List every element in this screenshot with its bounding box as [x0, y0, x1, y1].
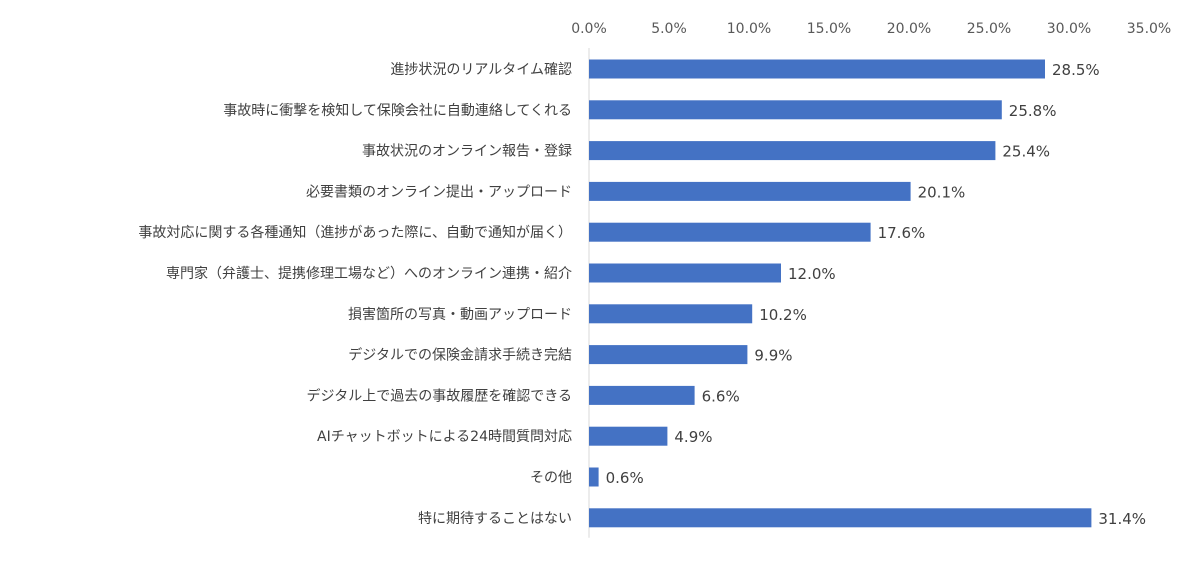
x-axis-ticks: 0.0% 5.0% 10.0% 15.0% 20.0% 25.0% 30.0% 35.0% [571, 21, 1171, 37]
category-label: 特に期待することはない [418, 511, 572, 527]
category-label: 専門家（弁護士、提携修理工場など）へのオンライン連携・紹介 [166, 265, 572, 282]
x-tick-label: 20.0% [887, 21, 931, 37]
bar [589, 304, 753, 324]
data-label: 12.0% [788, 265, 836, 283]
data-label: 9.9% [754, 347, 792, 365]
data-label: 17.6% [878, 224, 926, 242]
category-label: 損害箇所の写真・動画アップロード [348, 306, 572, 323]
data-label: 10.2% [759, 306, 807, 324]
category-label: 事故時に衝撃を検知して保険会社に自動連絡してくれる [223, 102, 572, 119]
category-label: 必要書類のオンライン提出・アップロード [306, 184, 572, 200]
x-tick-label: 5.0% [651, 21, 687, 37]
category-label: 事故対応に関する各種通知（進捗があった際に、自動で通知が届く） [138, 224, 572, 241]
x-tick-label: 10.0% [727, 21, 771, 37]
x-tick-label: 0.0% [571, 21, 607, 37]
bar [589, 263, 781, 283]
data-label: 0.6% [606, 469, 644, 487]
x-tick-label: 25.0% [967, 21, 1011, 37]
category-label: デジタル上で過去の事故履歴を確認できる [307, 387, 572, 404]
data-label: 6.6% [702, 387, 740, 405]
category-label: デジタルでの保険金請求手続き完結 [348, 347, 572, 364]
bar [589, 59, 1045, 79]
data-label: 31.4% [1098, 510, 1146, 528]
data-label: 25.8% [1009, 102, 1057, 120]
bar [589, 345, 748, 365]
data-label: 25.4% [1002, 143, 1050, 161]
bar [589, 508, 1092, 528]
data-label: 4.9% [674, 428, 712, 446]
category-labels: 進捗状況のリアルタイム確認事故時に衝撃を検知して保険会社に自動連絡してくれる事故… [138, 62, 572, 527]
bar [589, 426, 668, 446]
bar [589, 141, 996, 161]
category-label: 事故状況のオンライン報告・登録 [362, 144, 572, 160]
data-label: 28.5% [1052, 61, 1100, 79]
bar [589, 467, 599, 487]
bar [589, 100, 1002, 120]
category-label: AIチャットボットによる24時間質問対応 [317, 429, 572, 445]
bar [589, 181, 911, 201]
x-tick-label: 35.0% [1127, 21, 1171, 37]
x-tick-label: 30.0% [1047, 21, 1091, 37]
data-label: 20.1% [918, 183, 966, 201]
x-tick-label: 15.0% [807, 21, 851, 37]
bars-group [589, 59, 1092, 528]
category-label: その他 [530, 470, 572, 486]
category-label: 進捗状況のリアルタイム確認 [390, 62, 572, 78]
bar [589, 385, 695, 405]
data-labels: 28.5% 25.8% 25.4% 20.1% 17.6% 12.0% 10.2% 9.9% 6… [606, 61, 1146, 528]
bar [589, 222, 871, 242]
